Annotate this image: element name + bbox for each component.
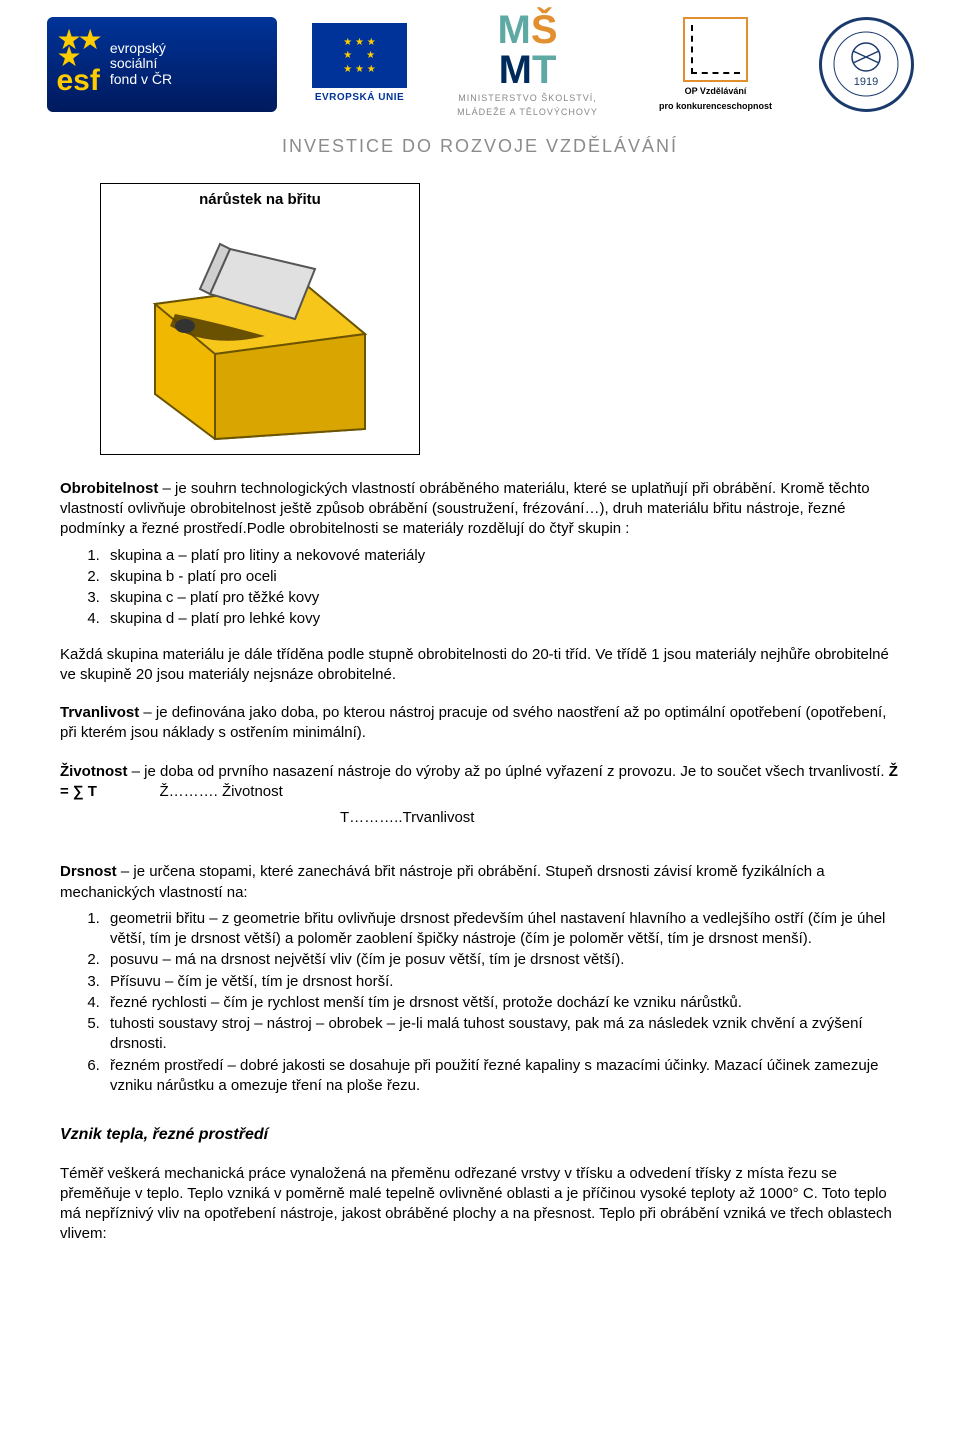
- drsnost-para: Drsnost – je určena stopami, které zanec…: [60, 862, 900, 903]
- eu-logo: ★ ★ ★★ ★★ ★ ★ EVROPSKÁ UNIE: [295, 23, 425, 105]
- list-item: geometrii břitu – z geometrie břitu ovli…: [104, 909, 900, 950]
- obrobitelnost-after: Každá skupina materiálu je dále tříděna …: [60, 645, 900, 686]
- esf-text-1: evropský: [110, 40, 166, 56]
- list-item: řezné rychlosti – čím je rychlost menší …: [104, 993, 900, 1013]
- trvanlivost-term: Trvanlivost: [60, 704, 139, 721]
- content: Obrobitelnost – je souhrn technologickýc…: [0, 455, 960, 1245]
- eu-label: EVROPSKÁ UNIE: [315, 91, 404, 105]
- teplo-heading: Vznik tepla, řezné prostředí: [60, 1124, 900, 1146]
- seal-logo: 1919: [819, 17, 914, 112]
- msmt-text-2: MLÁDEŽE A TĚLOVÝCHOVY: [443, 106, 613, 118]
- header-tagline: INVESTICE DO ROZVOJE VZDĚLÁVÁNÍ: [0, 124, 960, 182]
- trvanlivost-def: – je definována jako doba, po kterou nás…: [60, 704, 886, 741]
- list-item: skupina c – platí pro těžké kovy: [104, 588, 900, 608]
- list-item: řezném prostředí – dobré jakosti se dosa…: [104, 1056, 900, 1097]
- svg-text:1919: 1919: [854, 76, 878, 88]
- list-item: tuhosti soustavy stroj – nástroj – obrob…: [104, 1014, 900, 1055]
- zivotnost-para: Životnost – je doba od prvního nasazení …: [60, 762, 900, 803]
- list-item: skupina a – platí pro litiny a nekovové …: [104, 546, 900, 566]
- diagram-narustek: nárůstek na břitu: [100, 183, 420, 455]
- op-text-1: OP Vzdělávání: [631, 85, 801, 97]
- zivotnost-z: Ž………. Životnost: [97, 783, 283, 800]
- list-item: Přísuvu – čím je větší, tím je drsnost h…: [104, 972, 900, 992]
- list-item: skupina b - platí pro oceli: [104, 567, 900, 587]
- teplo-para: Téměř veškerá mechanická práce vynaložen…: [60, 1164, 900, 1245]
- msmt-logo: MŠMT MINISTERSTVO ŠKOLSTVÍ, MLÁDEŽE A TĚ…: [443, 10, 613, 118]
- obrobitelnost-groups: skupina a – platí pro litiny a nekovové …: [104, 546, 900, 630]
- list-item: skupina d – platí pro lehké kovy: [104, 609, 900, 629]
- op-logo: OP Vzdělávání pro konkurenceschopnost: [631, 17, 801, 112]
- esf-logo: ★★★ esf evropský sociální fond v ČR: [47, 17, 277, 112]
- diagram-title: nárůstek na břitu: [109, 190, 411, 210]
- list-item: posuvu – má na drsnost největší vliv (čí…: [104, 950, 900, 970]
- zivotnost-def1: – je doba od prvního nasazení nástroje d…: [128, 763, 889, 780]
- drsnost-term: Drsnost: [60, 863, 117, 880]
- obrobitelnost-def: – je souhrn technologických vlastností o…: [60, 480, 870, 538]
- zivotnost-term: Životnost: [60, 763, 128, 780]
- obrobitelnost-term: Obrobitelnost: [60, 480, 158, 497]
- obrobitelnost-para: Obrobitelnost – je souhrn technologickýc…: [60, 479, 900, 540]
- op-text-2: pro konkurenceschopnost: [631, 100, 801, 112]
- header-logos: ★★★ esf evropský sociální fond v ČR ★ ★ …: [0, 0, 960, 124]
- drsnost-def: – je určena stopami, které zanechává bři…: [60, 863, 825, 900]
- esf-text-2: sociální: [110, 55, 157, 71]
- trvanlivost-para: Trvanlivost – je definována jako doba, p…: [60, 703, 900, 744]
- diagram-svg: [115, 214, 405, 444]
- drsnost-list: geometrii břitu – z geometrie břitu ovli…: [104, 909, 900, 1096]
- zivotnost-t: T………..Trvanlivost: [60, 808, 900, 828]
- msmt-text-1: MINISTERSTVO ŠKOLSTVÍ,: [443, 92, 613, 104]
- esf-text-3: fond v ČR: [110, 71, 172, 87]
